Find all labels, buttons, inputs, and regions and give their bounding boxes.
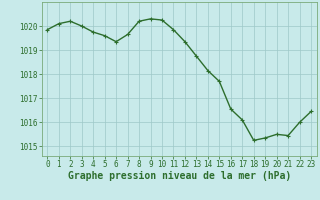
X-axis label: Graphe pression niveau de la mer (hPa): Graphe pression niveau de la mer (hPa) <box>68 171 291 181</box>
